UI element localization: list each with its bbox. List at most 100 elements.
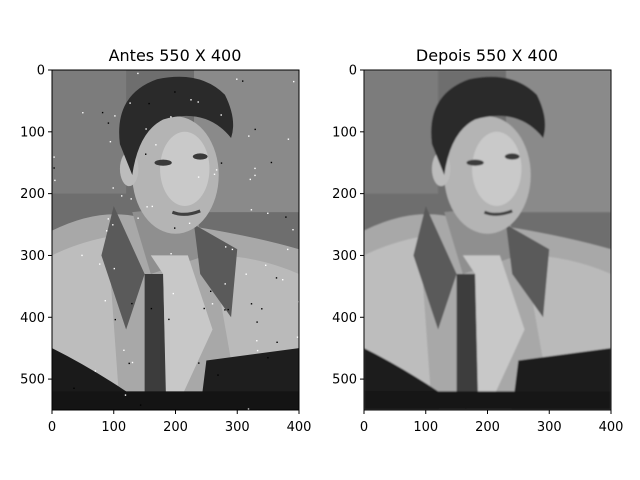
noise-speckle: [129, 102, 131, 104]
noise-speckle: [174, 227, 176, 229]
noise-speckle: [203, 307, 205, 310]
noise-speckle: [104, 300, 106, 302]
x-tick-label-before-100: 100: [101, 420, 126, 435]
x-tick-label-after-0: 0: [360, 420, 368, 435]
noise-speckle: [225, 246, 227, 248]
noise-speckle: [114, 115, 116, 117]
noise-speckle: [287, 138, 290, 140]
noise-speckle: [53, 167, 55, 169]
noise-speckle: [197, 176, 200, 178]
noise-speckle: [168, 318, 170, 321]
noise-speckle: [254, 167, 256, 170]
noise-speckle: [220, 162, 223, 164]
noise-speckle: [292, 229, 294, 231]
noise-speckle: [130, 198, 132, 200]
noise-speckle: [146, 206, 148, 208]
noise-speckle: [265, 264, 267, 266]
noise-speckle: [211, 303, 214, 305]
noise-speckle: [139, 404, 142, 406]
noise-speckle: [131, 361, 134, 364]
noise-speckle: [250, 303, 253, 305]
y-tick-label-before-0: 0: [37, 64, 45, 79]
noise-speckle: [112, 187, 114, 189]
noise-speckle: [107, 122, 110, 124]
noise-speckle: [155, 144, 157, 146]
panel-title-after: Depois 550 X 400: [416, 46, 558, 65]
noise-speckle: [198, 362, 200, 364]
noise-speckle: [174, 91, 176, 93]
noise-speckle: [123, 349, 125, 351]
noise-speckle: [150, 307, 153, 310]
noise-speckle: [54, 179, 56, 182]
y-tick-label-before-400: 400: [20, 311, 45, 326]
y-tick-label-before-500: 500: [20, 373, 45, 388]
noise-speckle: [215, 169, 218, 171]
panel-title-before: Antes 550 X 400: [109, 46, 242, 65]
image-after: [364, 70, 611, 410]
noise-speckle: [94, 370, 97, 372]
y-tick-label-after-100: 100: [332, 125, 357, 140]
noise-speckle: [254, 128, 256, 131]
noise-speckle: [256, 321, 258, 323]
noise-speckle: [276, 341, 278, 343]
noise-speckle: [151, 205, 153, 208]
x-tick-label-before-0: 0: [48, 420, 56, 435]
noise-speckle: [73, 387, 75, 389]
noise-speckle: [170, 116, 172, 118]
noise-speckle: [81, 254, 83, 257]
noise-speckle: [248, 135, 250, 137]
y-tick-label-after-200: 200: [332, 187, 357, 202]
noise-speckle: [112, 224, 114, 226]
noise-speckles: [53, 72, 299, 410]
noise-speckle: [210, 290, 212, 292]
noise-speckle: [242, 80, 244, 82]
noise-speckle: [145, 128, 147, 130]
noise-speckle: [217, 374, 219, 376]
noise-speckle: [267, 357, 269, 359]
noise-speckle: [256, 340, 258, 342]
noise-speckle: [231, 248, 234, 251]
noise-speckle: [124, 394, 127, 396]
image-before: [52, 70, 299, 410]
noise-speckle: [282, 279, 284, 281]
noise-speckle: [131, 302, 133, 305]
noise-speckle: [213, 173, 216, 175]
noise-speckle: [172, 292, 174, 295]
y-tick-label-after-500: 500: [332, 373, 357, 388]
panel-after: Depois 550 X 400 0 100 200 300 400 0 100 200 300…: [332, 46, 623, 435]
axes-ticks-before: 0 100 200 300 400 0 100 200 300 400 500: [20, 64, 311, 436]
noise-speckle: [250, 209, 253, 211]
noise-speckle: [114, 318, 116, 321]
y-tick-label-before-100: 100: [20, 125, 45, 140]
noise-speckle: [101, 111, 104, 114]
noise-speckle: [148, 102, 150, 105]
noise-speckle: [109, 141, 112, 143]
noise-speckle: [106, 230, 108, 232]
x-tick-label-before-400: 400: [287, 420, 312, 435]
noise-speckle: [287, 248, 289, 251]
y-tick-label-after-0: 0: [349, 64, 357, 79]
noise-speckle: [188, 222, 191, 224]
noise-speckle: [145, 153, 147, 155]
noise-speckle: [121, 195, 123, 197]
noise-speckle: [249, 178, 251, 181]
noise-speckle: [254, 174, 256, 177]
noise-speckle: [270, 161, 273, 164]
noise-speckle: [190, 99, 192, 101]
noise-speckle: [256, 349, 259, 352]
x-tick-label-after-300: 300: [537, 420, 562, 435]
noise-speckle: [137, 72, 139, 75]
x-tick-label-after-400: 400: [599, 420, 624, 435]
noise-speckle: [285, 216, 287, 218]
noise-speckle: [236, 78, 238, 80]
noise-speckle: [137, 217, 139, 219]
noise-speckle: [245, 273, 247, 275]
noise-speckle: [82, 112, 84, 114]
noise-speckle: [296, 336, 299, 338]
axes-ticks-after: 0 100 200 300 400 0 100 200 300 400 500: [332, 64, 623, 436]
x-tick-label-after-100: 100: [413, 420, 438, 435]
noise-speckle: [107, 218, 109, 220]
y-tick-label-after-300: 300: [332, 249, 357, 264]
noise-speckle: [197, 101, 199, 103]
noise-speckle: [261, 308, 263, 310]
